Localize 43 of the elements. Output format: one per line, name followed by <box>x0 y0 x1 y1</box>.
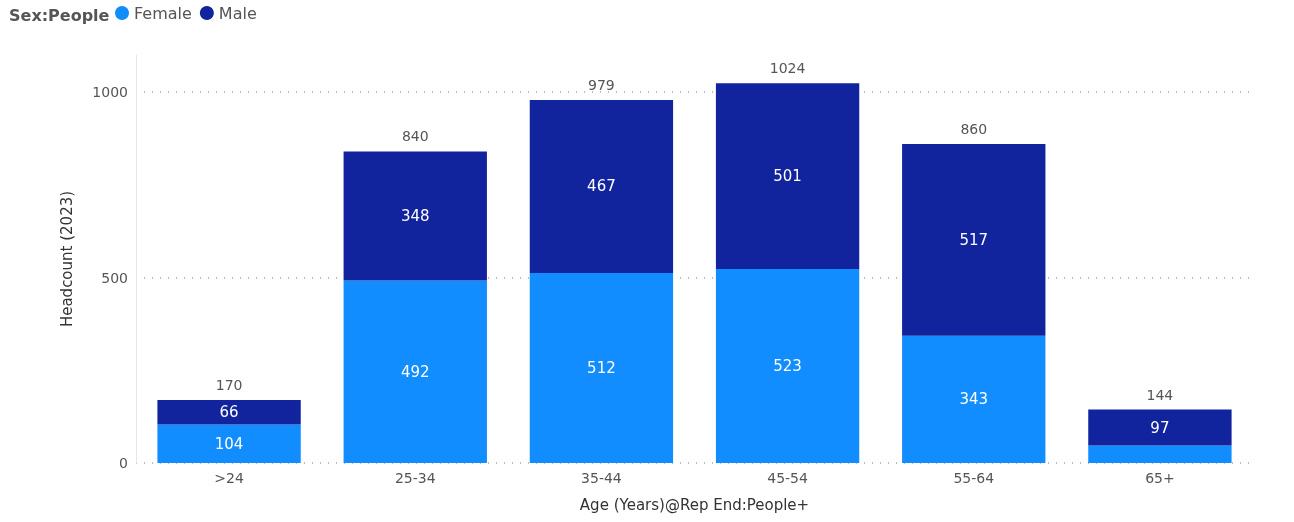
legend-label: Female <box>134 3 192 23</box>
x-tick-label: 35-44 <box>581 470 622 486</box>
x-tick-label: 45-54 <box>767 470 809 486</box>
data-label: 492 <box>400 362 430 381</box>
data-label: 501 <box>773 167 802 186</box>
legend-label: Male <box>218 3 257 23</box>
data-label: 348 <box>400 206 430 225</box>
y-tick-label: 500 <box>101 269 128 286</box>
bar <box>902 335 1046 463</box>
total-label: 860 <box>960 121 988 138</box>
bar <box>157 424 301 463</box>
bar <box>715 269 860 463</box>
x-tick-label: 65+ <box>1145 470 1175 486</box>
data-label: 104 <box>214 434 244 453</box>
x-tick-label: 55-64 <box>953 470 995 486</box>
x-axis-title: Age (Years)@Rep End:People+ <box>579 495 810 514</box>
bar <box>715 83 860 270</box>
bar <box>529 99 674 274</box>
bar <box>343 151 487 281</box>
y-tick-label: 1000 <box>92 84 128 101</box>
data-label: 343 <box>959 390 989 409</box>
total-label: 840 <box>401 128 429 145</box>
data-label: 517 <box>959 230 989 249</box>
data-label: 512 <box>587 359 616 378</box>
data-label: 66 <box>219 403 239 422</box>
bar <box>157 399 301 425</box>
total-label: 144 <box>1146 386 1174 403</box>
bar <box>1088 445 1232 463</box>
x-tick-label: 25-34 <box>394 470 436 486</box>
bar <box>1088 409 1232 446</box>
y-axis-title: Headcount (2023) <box>57 190 76 328</box>
legend-title: Sex:People <box>9 5 110 25</box>
x-tick-label: >24 <box>214 470 244 486</box>
data-label: 467 <box>587 177 616 196</box>
data-label: 523 <box>773 357 802 376</box>
y-tick-label: 0 <box>119 455 128 471</box>
bar <box>529 273 674 463</box>
total-label: 1024 <box>769 60 806 77</box>
total-label: 979 <box>588 76 615 93</box>
bar <box>343 280 487 463</box>
bar <box>902 144 1046 336</box>
data-label: 97 <box>1150 418 1170 437</box>
total-label: 170 <box>215 376 243 393</box>
